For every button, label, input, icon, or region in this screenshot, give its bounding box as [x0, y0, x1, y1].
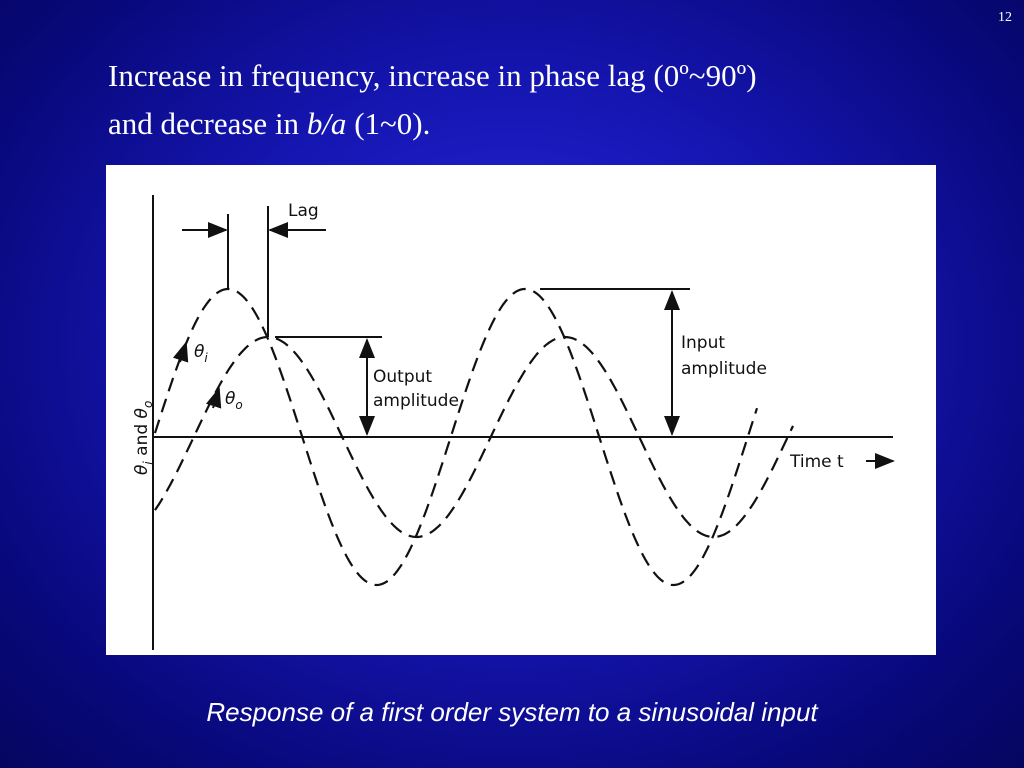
caption: Response of a first order system to a si… — [206, 697, 818, 727]
subscript: i — [141, 461, 155, 465]
text: (1~0). — [346, 106, 431, 141]
theta-i-label: θi — [194, 342, 208, 365]
arrow — [172, 341, 189, 363]
symbol: θ — [132, 407, 152, 418]
input-amplitude-label: Input — [681, 333, 725, 353]
title-line: Increase in frequency, increase in phase… — [108, 58, 757, 93]
symbol: θ — [132, 464, 152, 475]
figure-panel: Lag Output amplitude Input amplitude Tim… — [106, 165, 936, 655]
figure: Lag Output amplitude Input amplitude Tim… — [132, 195, 895, 650]
symbol: θ — [194, 342, 205, 362]
page-number: 12 — [998, 10, 1012, 25]
lag-label: Lag — [288, 201, 319, 221]
output-wave — [154, 335, 794, 539]
output-amplitude-label: amplitude — [373, 391, 459, 411]
output-amplitude-label: Output — [373, 367, 432, 387]
input-wave — [153, 287, 759, 587]
subscript: i — [204, 351, 208, 365]
text: and — [132, 418, 152, 461]
input-amplitude-label: amplitude — [681, 359, 767, 379]
text: and decrease in — [108, 106, 307, 141]
symbol: θ — [225, 389, 236, 409]
x-axis-label: Time t — [789, 452, 844, 472]
text: b/a — [306, 106, 347, 141]
theta-o-label: θo — [225, 389, 243, 412]
y-axis-label: θi and θo — [132, 401, 155, 475]
arrow — [205, 387, 222, 409]
title-line: and decrease in b/a (1~0). — [108, 100, 757, 148]
subscript: o — [235, 398, 242, 412]
subscript: o — [141, 401, 155, 408]
title: Increase in frequency, increase in phase… — [108, 52, 757, 148]
